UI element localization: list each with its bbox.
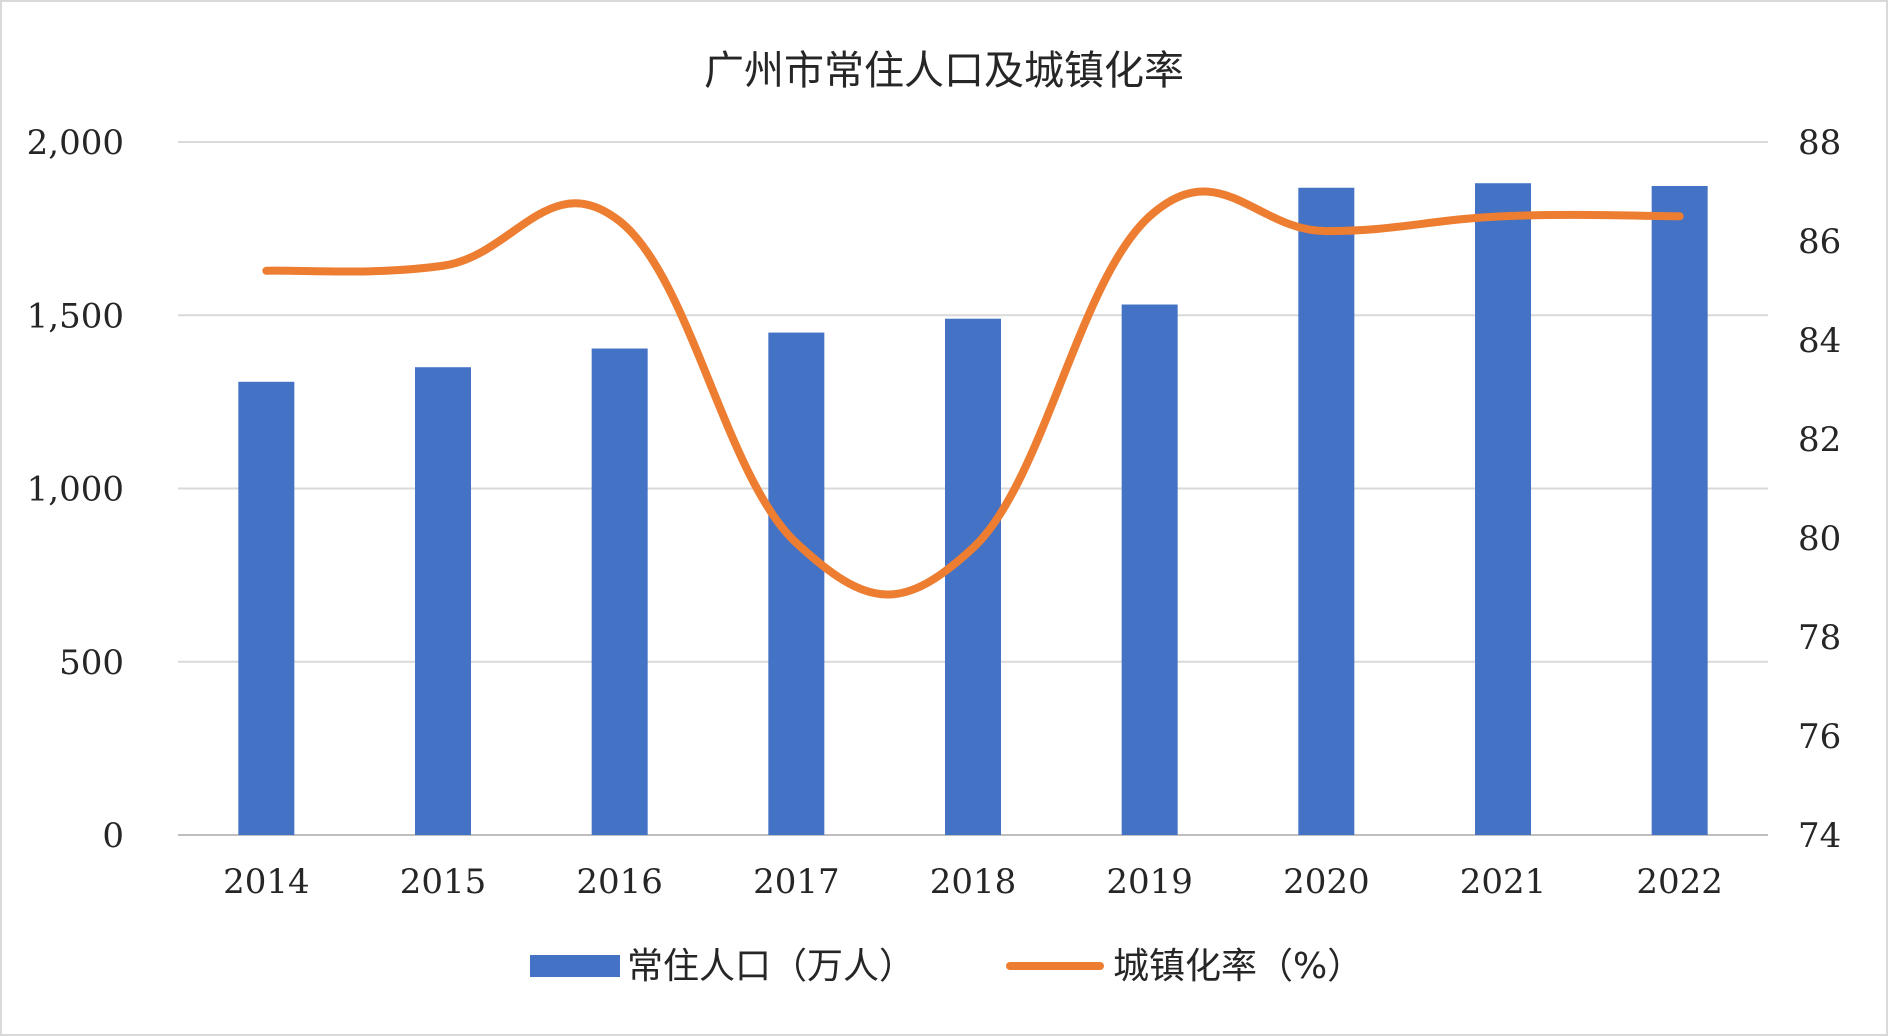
y-right-tick-label: 78 — [1798, 618, 1841, 658]
y-right-tick-label: 86 — [1798, 222, 1841, 262]
bar — [591, 348, 648, 835]
chart-title: 广州市常住人口及城镇化率 — [704, 48, 1184, 94]
legend-label-urbanization: 城镇化率（%） — [1113, 946, 1363, 987]
y-right-tick-label: 74 — [1798, 816, 1841, 856]
x-tick-label: 2020 — [1283, 862, 1370, 902]
y-right-ticks: 74 76 78 80 82 84 86 88 — [1798, 123, 1841, 856]
y-left-tick-label: 1,000 — [27, 470, 124, 510]
y-right-tick-label: 84 — [1798, 321, 1841, 361]
line-series — [262, 187, 1684, 599]
y-left-tick-label: 0 — [102, 816, 124, 856]
x-tick-label: 2015 — [400, 862, 487, 902]
legend-label-population: 常住人口（万人） — [627, 946, 915, 987]
x-tick-label: 2022 — [1636, 862, 1723, 902]
y-right-tick-label: 76 — [1798, 717, 1841, 757]
x-axis-ticks: 2014 2015 2016 2017 2018 2019 2020 2021 2022 — [223, 862, 1723, 902]
bar — [1298, 187, 1355, 835]
y-left-tick-label: 1,500 — [27, 296, 124, 336]
bar — [768, 332, 825, 835]
bar-series — [238, 183, 1708, 836]
legend: 常住人口（万人） 城镇化率（%） — [530, 946, 1363, 987]
x-tick-label: 2016 — [576, 862, 663, 902]
bar — [1475, 183, 1531, 835]
bar — [415, 367, 471, 835]
bar — [1651, 186, 1708, 835]
y-right-tick-label: 88 — [1798, 123, 1841, 163]
bar — [945, 318, 1001, 836]
legend-swatch-population — [530, 955, 620, 977]
y-left-tick-label: 500 — [59, 643, 124, 683]
y-left-ticks: 0 500 1,000 1,500 2,000 — [27, 123, 124, 856]
urbanization-line — [262, 187, 1684, 599]
y-right-tick-label: 80 — [1798, 519, 1841, 559]
x-tick-label: 2017 — [753, 862, 840, 902]
x-tick-label: 2019 — [1106, 862, 1193, 902]
y-right-tick-label: 82 — [1798, 420, 1841, 460]
y-left-tick-label: 2,000 — [27, 123, 124, 163]
x-tick-label: 2018 — [930, 862, 1017, 902]
bar — [1121, 304, 1178, 835]
x-tick-label: 2014 — [223, 862, 310, 902]
bar — [238, 381, 295, 835]
x-tick-label: 2021 — [1460, 862, 1547, 902]
